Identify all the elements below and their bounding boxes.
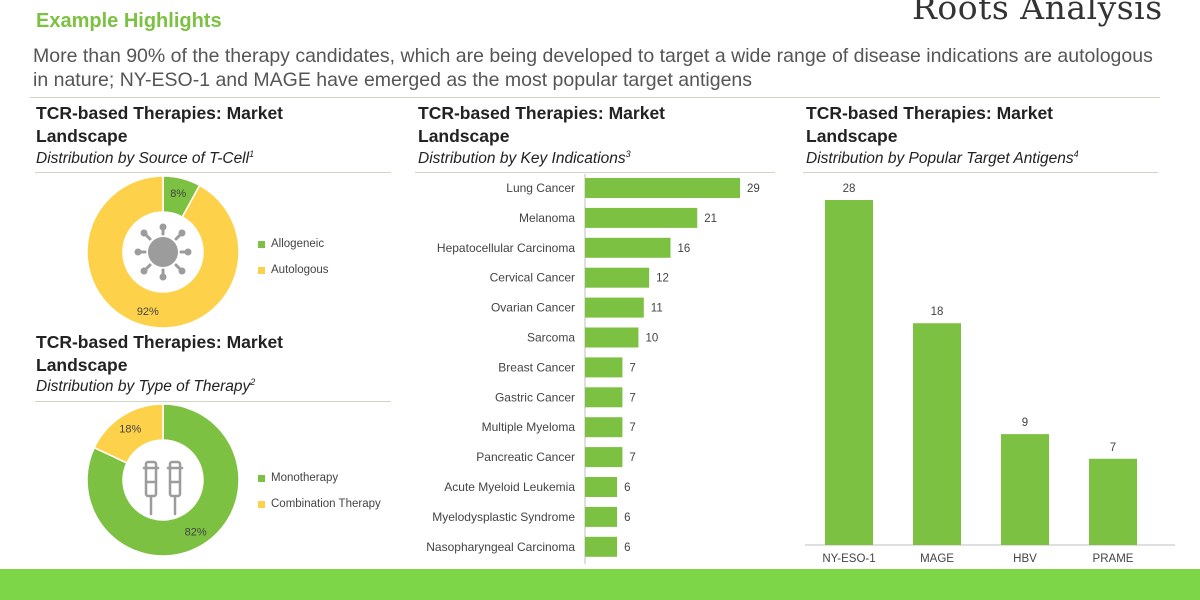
value-label: 7 (629, 452, 635, 464)
source-panel-subtitle: Distribution by Source of T-Cell1 (36, 149, 255, 168)
indications-panel-title: TCR-based Therapies: Market Landscape (418, 103, 666, 146)
source-legend: Allogeneic Autologous (258, 231, 329, 283)
bar (585, 477, 618, 497)
source-donut-chart: 8% 92% (86, 175, 240, 329)
value-label: 18 (931, 306, 944, 318)
value-label: 11 (651, 303, 663, 315)
indications-bar-chart: Lung Cancer 29 Melanoma 21 Hepatocellular Ca… (426, 174, 760, 564)
legend-swatch (258, 240, 265, 248)
category-label: HBV (1013, 553, 1037, 565)
source-panel-divider (35, 172, 391, 173)
source-panel-title: TCR-based Therapies: Market Landscape (36, 103, 284, 146)
legend-item: Autologous (258, 257, 329, 283)
therapy-panel-subtitle: Distribution by Type of Therapy2 (36, 377, 256, 396)
legend-item: Monotherapy (258, 465, 381, 491)
value-label: 9 (1022, 417, 1028, 429)
bar (585, 178, 740, 198)
footnote-ref: 2 (250, 377, 256, 387)
bar (585, 207, 698, 228)
virus-icon (134, 223, 192, 281)
antigens-panel-subtitle: Distribution by Popular Target Antigens4 (806, 149, 1079, 168)
legend-swatch (258, 474, 265, 482)
value-label: 12 (656, 273, 669, 285)
slice-label: 18% (119, 423, 141, 435)
therapy-legend: Monotherapy Combination Therapy (258, 465, 381, 517)
crutches-icon (142, 460, 184, 516)
category-label: Myelodysplastic Syndrome (432, 510, 575, 524)
legend-swatch (258, 266, 265, 274)
category-label: Lung Cancer (506, 181, 575, 195)
brand-logo: Roots Analysis (912, 0, 1163, 27)
bar (585, 327, 639, 348)
value-label: 29 (747, 183, 760, 195)
bar (585, 237, 671, 258)
legend-swatch (258, 500, 265, 508)
slice-label: 8% (170, 188, 186, 200)
slice-label: 92% (137, 306, 159, 318)
bar (585, 357, 623, 378)
indications-panel-divider (415, 172, 775, 173)
therapy-panel-title: TCR-based Therapies: Market Landscape (36, 332, 284, 375)
value-label: 6 (624, 482, 630, 494)
bar (585, 267, 650, 288)
legend-item: Allogeneic (258, 231, 329, 257)
footnote-ref: 3 (625, 149, 631, 159)
category-label: Acute Myeloid Leukemia (444, 480, 575, 494)
value-label: 6 (624, 542, 630, 554)
category-label: Gastric Cancer (495, 390, 575, 404)
slice-label: 82% (185, 527, 207, 539)
category-label: Breast Cancer (498, 360, 575, 374)
indications-panel-subtitle: Distribution by Key Indications3 (418, 149, 631, 168)
bar (913, 323, 961, 545)
category-label: Multiple Myeloma (482, 420, 576, 434)
value-label: 7 (629, 422, 635, 434)
value-label: 10 (645, 333, 658, 345)
category-label: Sarcoma (527, 331, 575, 345)
antigens-bar-chart: 28 NY-ESO-1 18 MAGE 9 HBV 7 PRAME (805, 183, 1175, 565)
donut-slice (86, 403, 240, 557)
category-label: Hepatocellular Carcinoma (437, 241, 575, 255)
therapy-donut-chart: 82% 18% (86, 403, 240, 557)
therapy-panel-divider (35, 401, 391, 402)
category-label: PRAME (1093, 553, 1134, 565)
footnote-ref: 4 (1073, 149, 1079, 159)
legend-item: Combination Therapy (258, 491, 381, 517)
value-label: 28 (843, 183, 856, 195)
page-title: Example Highlights (36, 10, 222, 32)
bar (1001, 434, 1049, 545)
category-label: MAGE (920, 553, 954, 565)
bar (585, 536, 618, 557)
value-label: 21 (704, 213, 717, 225)
bar (825, 200, 873, 545)
antigens-panel-title: TCR-based Therapies: Market Landscape (806, 103, 1054, 146)
bar (585, 297, 644, 318)
value-label: 7 (1110, 442, 1116, 454)
footnote-ref: 1 (249, 149, 255, 159)
page-subtitle: More than 90% of the therapy candidates,… (33, 45, 1153, 91)
bar (585, 447, 623, 468)
category-label: Cervical Cancer (490, 271, 575, 285)
bar (1089, 458, 1137, 545)
bar (585, 506, 618, 527)
header-divider (30, 97, 1160, 98)
value-label: 16 (678, 243, 691, 255)
category-label: Pancreatic Cancer (476, 450, 575, 464)
antigens-panel-divider (803, 172, 1158, 173)
footer-bar (0, 569, 1200, 600)
bar (585, 387, 623, 408)
category-label: Ovarian Cancer (491, 301, 575, 315)
value-label: 6 (624, 512, 630, 524)
donut-slice (86, 175, 240, 329)
value-label: 7 (629, 392, 635, 404)
bar (585, 417, 623, 438)
value-label: 7 (629, 362, 635, 374)
category-label: NY-ESO-1 (822, 553, 875, 565)
category-label: Melanoma (519, 211, 575, 225)
donut-slice (93, 403, 164, 464)
category-label: Nasopharyngeal Carcinoma (426, 540, 575, 554)
